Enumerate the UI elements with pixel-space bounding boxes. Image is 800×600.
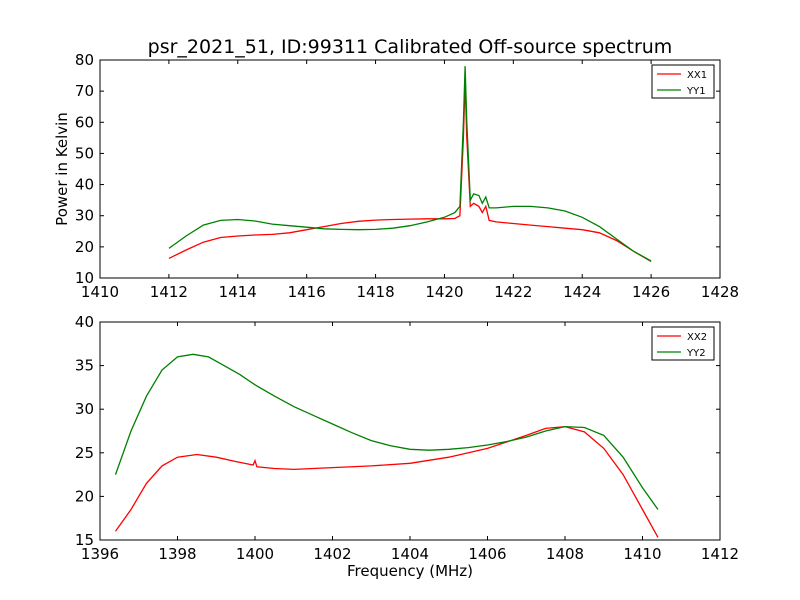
figure-title: psr_2021_51, ID:99311 Calibrated Off-sou… xyxy=(148,36,673,58)
y-tick-label: 20 xyxy=(75,487,94,505)
x-tick-label: 1408 xyxy=(546,545,584,563)
y-tick-label: 20 xyxy=(75,238,94,256)
y-tick-label: 30 xyxy=(75,400,94,418)
x-tick-label: 1410 xyxy=(81,283,119,301)
legend-box xyxy=(651,64,715,99)
top-spectrum-plot: 1410 1412 1414 1416 1418 1420 1422 1424 1426 1428… xyxy=(53,51,739,301)
axes-frame xyxy=(99,59,721,279)
y-tick-label: 40 xyxy=(75,176,94,194)
x-axis-label: Frequency (MHz) xyxy=(347,562,473,580)
x-tick-label: 1418 xyxy=(356,283,394,301)
x-tick-label: 1414 xyxy=(219,283,257,301)
x-tick-label: 1410 xyxy=(623,545,661,563)
x-tick-label: 1416 xyxy=(288,283,326,301)
x-tick-label: 1422 xyxy=(494,283,532,301)
x-tick-label: 1398 xyxy=(158,545,196,563)
x-tick-label: 1396 xyxy=(81,545,119,563)
bottom-spectrum-plot: 1396 1398 1400 1402 1404 1406 1408 1410 1412 15 20… xyxy=(75,313,739,580)
x-tick-label: 1412 xyxy=(701,545,739,563)
y-tick-label: 10 xyxy=(75,269,94,287)
y-tick-label: 50 xyxy=(75,144,94,162)
y-tick-label: 30 xyxy=(75,207,94,225)
legend-label-xx2: XX2 xyxy=(687,332,707,343)
y-axis-label: Power in Kelvin xyxy=(53,112,71,226)
x-tick-label: 1412 xyxy=(150,283,188,301)
x-tick-label: 1426 xyxy=(632,283,670,301)
y-tick-label: 40 xyxy=(75,313,94,331)
legend-box xyxy=(651,326,715,361)
y-tick-label: 15 xyxy=(75,531,94,549)
x-tick-label: 1406 xyxy=(468,545,506,563)
y-tick-label: 70 xyxy=(75,82,94,100)
legend-label-yy2: YY2 xyxy=(686,348,706,359)
series-line-xx2 xyxy=(114,425,659,538)
x-tick-label: 1424 xyxy=(563,283,601,301)
x-tick-label: 1404 xyxy=(391,545,429,563)
series-line-yy1 xyxy=(168,66,652,262)
x-tick-label: 1428 xyxy=(701,283,739,301)
series-line-yy2 xyxy=(114,353,659,510)
x-tick-label: 1420 xyxy=(425,283,463,301)
legend-label-yy1: YY1 xyxy=(686,86,706,97)
x-tick-label: 1402 xyxy=(313,545,351,563)
y-tick-label: 35 xyxy=(75,357,94,375)
y-tick-label: 80 xyxy=(75,51,94,69)
y-tick-label: 60 xyxy=(75,113,94,131)
x-tick-label: 1400 xyxy=(236,545,274,563)
y-tick-label: 25 xyxy=(75,444,94,462)
legend-label-xx1: XX1 xyxy=(687,70,707,81)
